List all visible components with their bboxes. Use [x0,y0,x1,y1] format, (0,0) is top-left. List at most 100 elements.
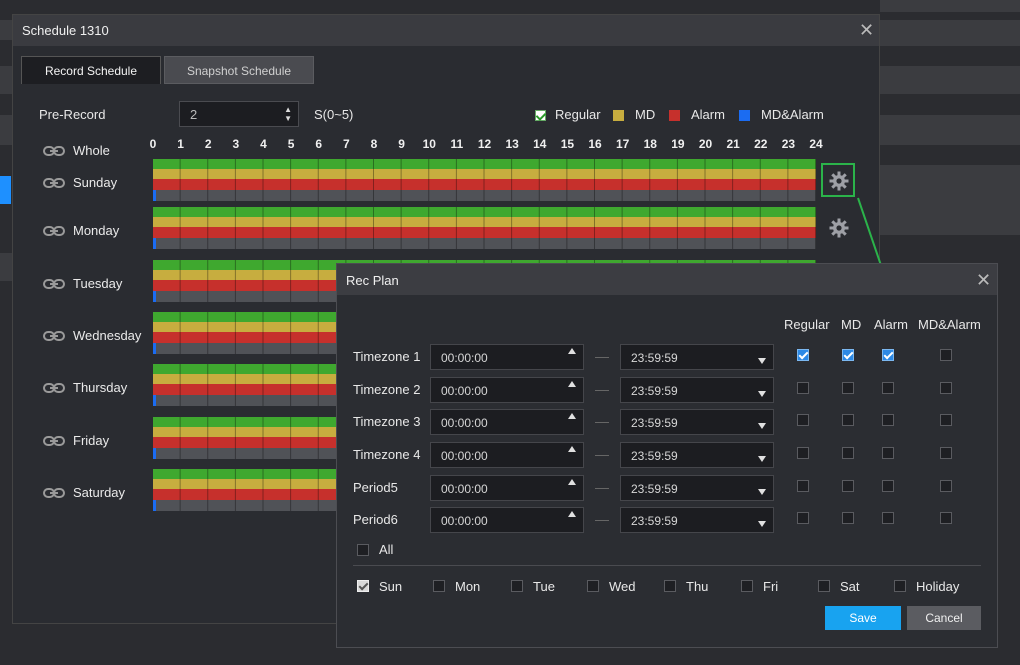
md-checkbox[interactable] [842,512,854,524]
regular-checkbox[interactable] [797,480,809,492]
gear-highlight-box [821,163,855,197]
weekday-checkbox-fri[interactable] [741,580,753,592]
weekday-checkbox-sat[interactable] [818,580,830,592]
time-down-icon[interactable] [758,456,766,462]
md-alarm-checkbox[interactable] [940,382,952,394]
schedule-bar-sunday[interactable] [153,159,816,201]
regular-checkbox[interactable] [797,414,809,426]
alarm-checkbox[interactable] [882,480,894,492]
tab-record-schedule[interactable]: Record Schedule [21,56,161,84]
close-icon[interactable]: ✕ [976,270,992,290]
hour-tick-label: 24 [809,137,823,151]
md-alarm-marker [153,238,156,249]
background-window-strip [880,66,1020,94]
start-time-input[interactable]: 00:00:00 [430,377,584,403]
hour-gridlines [153,159,816,201]
md-alarm-checkbox[interactable] [940,414,952,426]
spin-up-icon[interactable]: ▲ [284,105,292,114]
end-time-input[interactable]: 23:59:59 [620,409,774,435]
md-alarm-checkbox[interactable] [940,480,952,492]
md-checkbox[interactable] [842,447,854,459]
time-down-icon[interactable] [758,358,766,364]
spin-down-icon[interactable]: ▼ [284,114,292,123]
weekday-label: Sat [840,579,860,594]
md-checkbox[interactable] [842,382,854,394]
end-time-input[interactable]: 23:59:59 [620,475,774,501]
md-alarm-checkbox[interactable] [940,349,952,361]
end-time-input[interactable]: 23:59:59 [620,442,774,468]
weekday-checkbox-wed[interactable] [587,580,599,592]
weekday-checkbox-tue[interactable] [511,580,523,592]
hour-tick-label: 6 [315,137,323,151]
time-up-icon[interactable] [568,381,576,387]
range-separator [595,357,609,358]
background-window-strip [0,20,12,40]
start-time-input[interactable]: 00:00:00 [430,442,584,468]
md-checkbox[interactable] [842,480,854,492]
time-up-icon[interactable] [568,446,576,452]
regular-checkbox[interactable] [797,512,809,524]
alarm-checkbox[interactable] [882,349,894,361]
hour-tick-label: 7 [343,137,350,151]
weekday-checkbox-thu[interactable] [664,580,676,592]
start-time-input[interactable]: 00:00:00 [430,475,584,501]
schedule-bar-monday[interactable] [153,207,816,249]
hour-tick-label: 18 [643,137,657,151]
time-down-icon[interactable] [758,423,766,429]
md-alarm-checkbox[interactable] [940,447,952,459]
end-time-input[interactable]: 23:59:59 [620,344,774,370]
save-button[interactable]: Save [825,606,901,630]
gear-icon[interactable] [829,218,849,243]
whole-label: Whole [73,143,110,158]
gear-icon[interactable] [829,171,849,196]
alarm-checkbox[interactable] [882,382,894,394]
time-up-icon[interactable] [568,348,576,354]
close-icon[interactable]: ✕ [859,20,875,40]
weekday-checkbox-sun[interactable] [357,580,369,592]
alarm-checkbox[interactable] [882,414,894,426]
weekday-checkbox-holiday[interactable] [894,580,906,592]
timezone-label: Timezone 3 [353,414,421,429]
time-up-icon[interactable] [568,511,576,517]
all-checkbox[interactable] [357,544,369,556]
regular-checkbox[interactable] [797,349,809,361]
time-up-icon[interactable] [568,479,576,485]
link-icon[interactable] [43,146,65,156]
background-window-strip [880,20,1020,46]
tab-snapshot-schedule[interactable]: Snapshot Schedule [164,56,314,84]
hour-tick-label: 12 [477,137,492,151]
md-alarm-checkbox[interactable] [940,512,952,524]
rec-plan-title: Rec Plan [346,273,399,288]
time-down-icon[interactable] [758,489,766,495]
weekday-checkbox-mon[interactable] [433,580,445,592]
end-time-input[interactable]: 23:59:59 [620,377,774,403]
link-icon[interactable] [43,331,65,341]
start-time-input[interactable]: 00:00:00 [430,409,584,435]
link-icon[interactable] [43,436,65,446]
regular-checkbox[interactable] [797,447,809,459]
link-icon[interactable] [43,383,65,393]
end-time-input[interactable]: 23:59:59 [620,507,774,533]
time-up-icon[interactable] [568,413,576,419]
md-checkbox[interactable] [842,349,854,361]
link-icon[interactable] [43,488,65,498]
link-icon[interactable] [43,226,65,236]
start-time-input[interactable]: 00:00:00 [430,344,584,370]
pre-record-spinbox[interactable]: 2 ▲ ▼ [179,101,299,127]
alarm-checkbox[interactable] [882,447,894,459]
cancel-button[interactable]: Cancel [907,606,981,630]
hour-tick-label: 8 [370,137,378,151]
legend-alarm-swatch [669,110,680,121]
alarm-checkbox[interactable] [882,512,894,524]
start-time-input[interactable]: 00:00:00 [430,507,584,533]
column-regular: Regular [784,317,830,332]
all-label: All [379,542,394,557]
regular-checkbox[interactable] [797,382,809,394]
md-checkbox[interactable] [842,414,854,426]
link-icon[interactable] [43,279,65,289]
range-separator [595,488,609,489]
hour-tick-label: 13 [505,137,519,151]
time-down-icon[interactable] [758,391,766,397]
link-icon[interactable] [43,178,65,188]
time-down-icon[interactable] [758,521,766,527]
